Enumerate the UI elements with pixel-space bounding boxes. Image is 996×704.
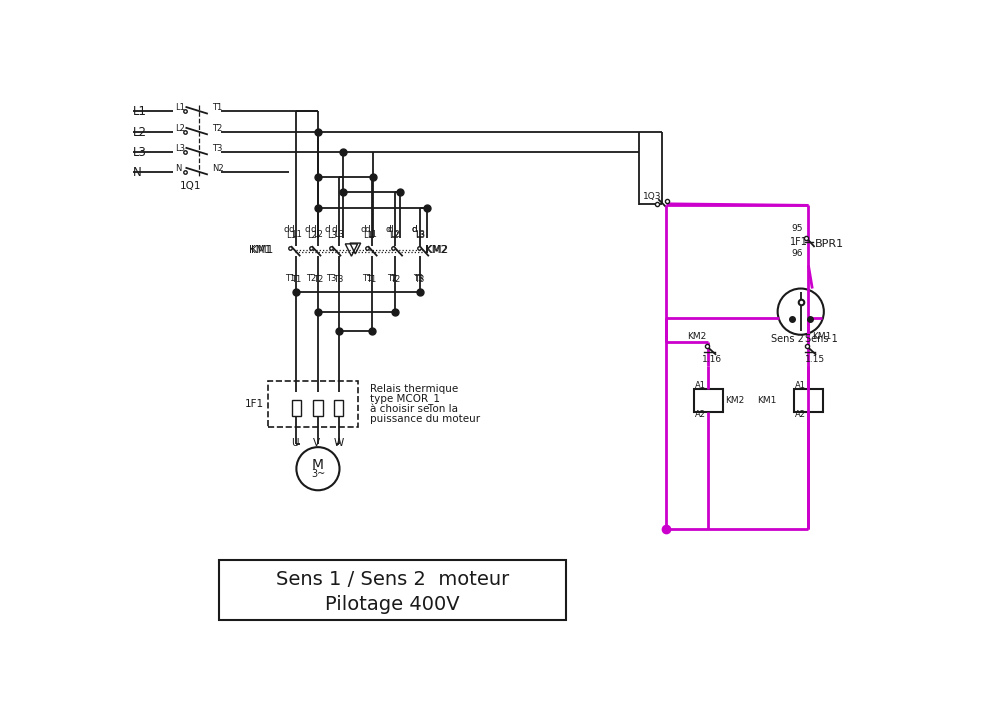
Text: 1Q1: 1Q1 xyxy=(179,181,201,191)
Text: A2: A2 xyxy=(795,410,806,420)
Text: 1Q3: 1Q3 xyxy=(642,191,661,201)
Bar xyxy=(292,400,301,415)
Text: T3: T3 xyxy=(414,275,424,284)
Text: W: W xyxy=(334,437,345,448)
Bar xyxy=(794,389,823,412)
Text: L2: L2 xyxy=(175,124,185,133)
Text: d: d xyxy=(365,225,370,234)
Text: L2: L2 xyxy=(390,230,400,239)
Text: T2: T2 xyxy=(387,274,397,283)
Text: L1: L1 xyxy=(364,231,374,240)
Text: KM2: KM2 xyxy=(425,245,448,255)
Text: V: V xyxy=(313,437,320,448)
Text: T3: T3 xyxy=(326,274,336,283)
Bar xyxy=(334,400,344,415)
Text: N2: N2 xyxy=(212,164,224,173)
Text: Pilotage 400V: Pilotage 400V xyxy=(326,595,460,614)
Text: N: N xyxy=(133,165,141,179)
Text: Relais thermique: Relais thermique xyxy=(370,384,458,394)
Text: d: d xyxy=(361,225,367,234)
Text: Sens 1 / Sens 2  moteur: Sens 1 / Sens 2 moteur xyxy=(276,570,509,589)
Text: T1: T1 xyxy=(291,275,301,284)
Text: T3: T3 xyxy=(334,275,344,284)
Text: T1: T1 xyxy=(212,103,223,112)
Text: d: d xyxy=(324,225,330,234)
Text: T3: T3 xyxy=(413,274,424,283)
Text: 96: 96 xyxy=(792,249,803,258)
Bar xyxy=(268,381,358,427)
Text: d: d xyxy=(283,225,289,234)
Text: T1: T1 xyxy=(362,274,373,283)
Text: 1F1: 1F1 xyxy=(245,399,264,409)
Text: T1: T1 xyxy=(367,275,376,284)
Text: d: d xyxy=(387,225,393,234)
Text: d: d xyxy=(385,225,391,234)
Bar xyxy=(693,389,723,412)
Text: L3: L3 xyxy=(334,230,345,239)
Text: T2: T2 xyxy=(313,275,323,284)
Text: 1F1: 1F1 xyxy=(790,237,808,247)
Text: A1: A1 xyxy=(795,381,806,390)
Text: KM2: KM2 xyxy=(725,396,745,405)
Text: L1: L1 xyxy=(133,105,147,118)
Text: L3: L3 xyxy=(415,230,425,239)
Text: T3: T3 xyxy=(212,144,223,153)
Text: KM2: KM2 xyxy=(687,332,706,341)
Text: d: d xyxy=(331,225,337,234)
Text: L3: L3 xyxy=(133,146,147,158)
Text: L2: L2 xyxy=(133,126,147,139)
Text: L2: L2 xyxy=(314,230,324,239)
Text: KM1: KM1 xyxy=(251,245,273,255)
Text: KM1: KM1 xyxy=(249,245,271,255)
Text: puissance du moteur: puissance du moteur xyxy=(370,414,480,424)
Text: Sens 1: Sens 1 xyxy=(805,334,838,344)
Text: L1: L1 xyxy=(175,103,185,112)
Text: 3~: 3~ xyxy=(311,469,325,479)
Text: à choisir selon la: à choisir selon la xyxy=(370,403,457,414)
Text: d: d xyxy=(412,225,417,234)
Text: 1.15: 1.15 xyxy=(805,355,825,364)
Text: d: d xyxy=(310,225,316,234)
Text: L3: L3 xyxy=(175,144,185,153)
Text: d: d xyxy=(304,225,310,234)
Text: d: d xyxy=(289,225,295,234)
Text: T2: T2 xyxy=(306,274,316,283)
Text: N: N xyxy=(175,164,182,173)
Text: T2: T2 xyxy=(212,124,223,133)
Text: KM1: KM1 xyxy=(813,332,832,341)
Text: L1: L1 xyxy=(287,231,296,240)
Text: 95: 95 xyxy=(792,224,803,233)
Bar xyxy=(314,400,323,415)
Text: T2: T2 xyxy=(389,275,399,284)
Text: M: M xyxy=(312,458,324,472)
Text: A1: A1 xyxy=(694,381,705,390)
Text: U: U xyxy=(291,437,299,448)
Text: KM1: KM1 xyxy=(758,396,777,405)
Text: BPR1: BPR1 xyxy=(815,239,844,249)
Text: Sens 2: Sens 2 xyxy=(772,334,805,344)
Text: type MCOR_1: type MCOR_1 xyxy=(370,394,439,404)
Text: L2: L2 xyxy=(307,231,317,240)
Text: d: d xyxy=(412,225,417,234)
Text: KM2: KM2 xyxy=(425,245,447,255)
Text: T1: T1 xyxy=(285,274,295,283)
Text: L1: L1 xyxy=(368,230,377,239)
Text: L3: L3 xyxy=(415,231,425,240)
Text: L3: L3 xyxy=(328,231,338,240)
Text: L2: L2 xyxy=(388,231,398,240)
Text: 1.16: 1.16 xyxy=(702,355,722,364)
Bar xyxy=(219,560,566,620)
Text: L1: L1 xyxy=(292,230,302,239)
Text: A2: A2 xyxy=(694,410,705,420)
